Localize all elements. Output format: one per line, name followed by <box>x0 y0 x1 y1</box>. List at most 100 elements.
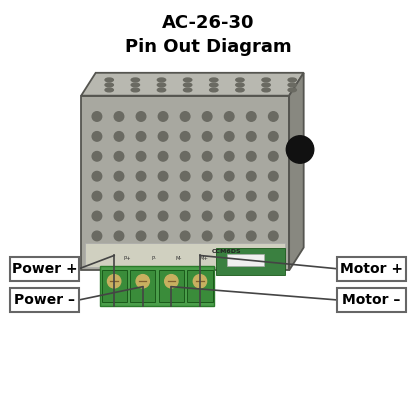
Circle shape <box>136 131 146 141</box>
Circle shape <box>225 231 234 241</box>
Circle shape <box>246 171 256 181</box>
Circle shape <box>246 151 256 161</box>
Circle shape <box>181 231 190 241</box>
Circle shape <box>202 131 212 141</box>
Circle shape <box>158 211 168 221</box>
Circle shape <box>92 231 102 241</box>
FancyBboxPatch shape <box>187 270 213 302</box>
Text: Power +: Power + <box>12 262 77 276</box>
Circle shape <box>136 171 146 181</box>
Ellipse shape <box>183 78 192 82</box>
FancyBboxPatch shape <box>10 257 79 281</box>
Circle shape <box>286 136 314 163</box>
Ellipse shape <box>131 83 139 87</box>
Circle shape <box>246 191 256 201</box>
Circle shape <box>246 231 256 241</box>
Ellipse shape <box>288 88 296 92</box>
FancyBboxPatch shape <box>100 266 214 306</box>
Text: AC-26-30: AC-26-30 <box>162 14 254 32</box>
Circle shape <box>202 191 212 201</box>
Circle shape <box>269 251 278 260</box>
Ellipse shape <box>157 88 166 92</box>
FancyBboxPatch shape <box>337 288 406 312</box>
Circle shape <box>158 231 168 241</box>
Circle shape <box>246 112 256 121</box>
Polygon shape <box>81 73 304 96</box>
Ellipse shape <box>131 78 139 82</box>
Circle shape <box>92 191 102 201</box>
FancyBboxPatch shape <box>81 96 289 270</box>
Text: M-: M- <box>176 256 182 261</box>
Circle shape <box>225 131 234 141</box>
FancyBboxPatch shape <box>10 288 79 312</box>
Ellipse shape <box>183 88 192 92</box>
Ellipse shape <box>157 83 166 87</box>
Ellipse shape <box>210 78 218 82</box>
Circle shape <box>114 231 124 241</box>
FancyBboxPatch shape <box>130 270 155 302</box>
Text: P-: P- <box>151 256 156 261</box>
Circle shape <box>158 131 168 141</box>
Ellipse shape <box>262 88 270 92</box>
Circle shape <box>107 275 121 288</box>
Circle shape <box>114 251 124 260</box>
Circle shape <box>269 191 278 201</box>
Ellipse shape <box>236 83 244 87</box>
Polygon shape <box>289 73 304 270</box>
Circle shape <box>269 131 278 141</box>
Circle shape <box>158 112 168 121</box>
Circle shape <box>92 211 102 221</box>
Circle shape <box>158 171 168 181</box>
Circle shape <box>136 112 146 121</box>
Circle shape <box>193 275 207 288</box>
Circle shape <box>225 151 234 161</box>
Circle shape <box>158 191 168 201</box>
Circle shape <box>246 131 256 141</box>
Circle shape <box>269 112 278 121</box>
Circle shape <box>181 191 190 201</box>
Text: M+: M+ <box>199 256 208 261</box>
Circle shape <box>269 231 278 241</box>
Circle shape <box>92 251 102 260</box>
Circle shape <box>225 171 234 181</box>
Circle shape <box>269 171 278 181</box>
Circle shape <box>269 211 278 221</box>
Circle shape <box>92 112 102 121</box>
Circle shape <box>202 171 212 181</box>
Ellipse shape <box>236 78 244 82</box>
Ellipse shape <box>183 83 192 87</box>
Circle shape <box>114 171 124 181</box>
Circle shape <box>181 171 190 181</box>
Circle shape <box>114 112 124 121</box>
Circle shape <box>225 191 234 201</box>
Circle shape <box>225 251 234 260</box>
FancyBboxPatch shape <box>337 257 406 281</box>
Ellipse shape <box>236 88 244 92</box>
Circle shape <box>136 211 146 221</box>
FancyBboxPatch shape <box>102 270 127 302</box>
Ellipse shape <box>262 83 270 87</box>
Circle shape <box>92 151 102 161</box>
Circle shape <box>181 211 190 221</box>
Circle shape <box>181 131 190 141</box>
Circle shape <box>181 251 190 260</box>
Circle shape <box>269 151 278 161</box>
Circle shape <box>225 112 234 121</box>
Circle shape <box>92 171 102 181</box>
Ellipse shape <box>288 83 296 87</box>
Circle shape <box>202 251 212 260</box>
Ellipse shape <box>131 88 139 92</box>
Ellipse shape <box>105 78 113 82</box>
Ellipse shape <box>105 83 113 87</box>
Circle shape <box>181 112 190 121</box>
Circle shape <box>202 151 212 161</box>
Ellipse shape <box>105 88 113 92</box>
Circle shape <box>165 275 178 288</box>
Circle shape <box>114 151 124 161</box>
Text: Motor –: Motor – <box>342 293 401 307</box>
Circle shape <box>114 191 124 201</box>
Ellipse shape <box>210 83 218 87</box>
Circle shape <box>246 251 256 260</box>
Ellipse shape <box>288 78 296 82</box>
Text: Power –: Power – <box>14 293 75 307</box>
